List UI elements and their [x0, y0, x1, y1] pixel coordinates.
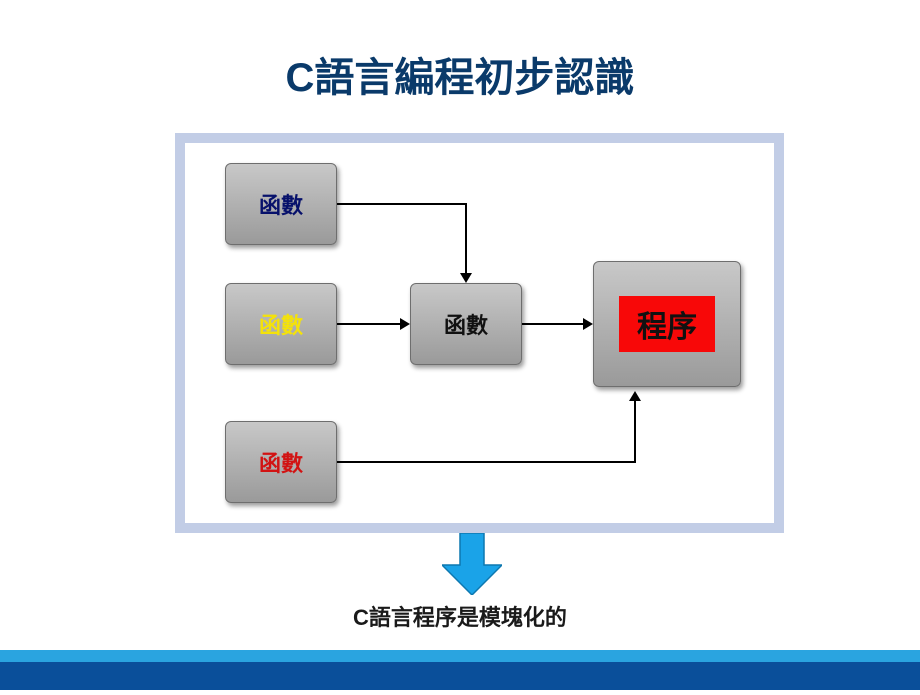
node-func1: 函數 — [225, 163, 337, 245]
footer-bar — [0, 650, 920, 690]
node-func2: 函數 — [225, 283, 337, 365]
node-funcMid: 函數 — [410, 283, 522, 365]
node-label-func2: 函數 — [253, 306, 309, 342]
nodes-layer: 函數函數函數函數程序 — [185, 143, 774, 523]
node-program: 程序 — [593, 261, 741, 387]
page-title: C語言編程初步認識 — [0, 0, 920, 103]
node-label-funcMid: 函數 — [438, 306, 494, 342]
diagram-frame: 函數函數函數函數程序 — [175, 133, 784, 533]
big-down-arrow — [442, 533, 502, 595]
node-label-func3: 函數 — [253, 444, 309, 480]
node-label-func1: 函數 — [253, 186, 309, 222]
caption: C語言程序是模塊化的 — [0, 600, 920, 632]
node-label-program: 程序 — [619, 296, 715, 352]
node-func3: 函數 — [225, 421, 337, 503]
